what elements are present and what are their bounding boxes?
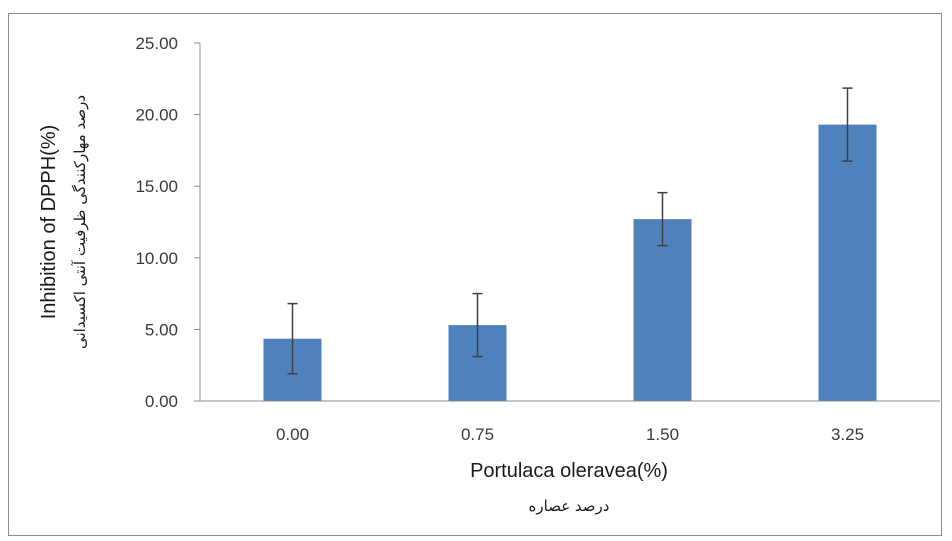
bar (633, 219, 692, 401)
x-tick-label: 0.75 (461, 425, 494, 444)
y-axis-title: Inhibition of DPPH(%) (38, 125, 60, 320)
x-tick-label: 0.00 (276, 425, 309, 444)
y-axis-subtitle: درصد مهارکنندگی ظرفیت آنتی اکسیدانی (71, 95, 89, 349)
y-tick-label: 25.00 (135, 34, 178, 53)
y-tick-label: 15.00 (135, 177, 178, 196)
y-tick-label: 20.00 (135, 106, 178, 125)
bar (818, 124, 877, 402)
y-tick-label: 10.00 (135, 249, 178, 268)
x-axis-title: Portulaca oleravea(%) (470, 460, 668, 482)
y-tick-label: 0.00 (145, 392, 178, 411)
x-tick-label: 1.50 (646, 425, 679, 444)
chart-frame (8, 13, 942, 536)
x-tick-label: 3.25 (831, 425, 864, 444)
x-axis-subtitle: درصد عصاره (529, 497, 610, 515)
y-tick-label: 5.00 (145, 320, 178, 339)
